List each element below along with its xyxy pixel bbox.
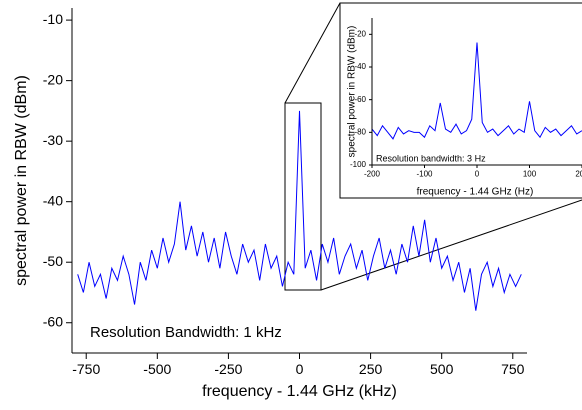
zoom-box [284,102,322,291]
data-line [371,42,582,140]
annotation: Resolution bandwidth: 3 Hz [376,153,486,163]
y-tick-label: -60 [354,95,366,104]
inset-chart: -100-80-60-40-20-200-1000100200frequency… [347,18,582,198]
y-axis-label: spectral power in RBW (dBm) [347,26,358,158]
x-tick-label: 500 [430,361,454,377]
data-line [77,110,522,311]
x-axis-label: frequency - 1.44 GHz (kHz) [202,383,397,400]
x-tick-label: 200 [575,170,582,179]
x-tick-label: -500 [143,361,171,377]
zoom-connector [320,199,582,291]
x-tick-label: -250 [214,361,242,377]
x-axis-label: frequency - 1.44 GHz (Hz) [417,187,534,198]
x-tick-label: 750 [501,361,525,377]
y-tick-label: -50 [43,253,63,269]
x-tick-label: -200 [364,170,381,179]
y-tick-label: -20 [354,29,366,38]
x-tick-label: -100 [416,170,433,179]
x-tick-label: 250 [359,361,383,377]
x-tick-label: 0 [475,170,480,179]
y-tick-label: -10 [43,11,63,27]
x-tick-label: 0 [296,361,304,377]
y-tick-label: -40 [43,192,63,208]
annotation: Resolution Bandwidth: 1 kHz [90,324,282,341]
y-tick-label: -20 [43,71,63,87]
y-tick-label: -30 [43,132,63,148]
x-tick-label: 100 [523,170,537,179]
y-tick-label: -100 [350,160,367,169]
y-axis-label: spectral power in RBW (dBm) [13,75,30,286]
zoom-connector [284,2,341,104]
y-tick-label: -80 [354,127,366,136]
y-tick-label: -40 [354,62,366,71]
x-tick-label: -750 [72,361,100,377]
y-tick-label: -60 [43,313,63,329]
